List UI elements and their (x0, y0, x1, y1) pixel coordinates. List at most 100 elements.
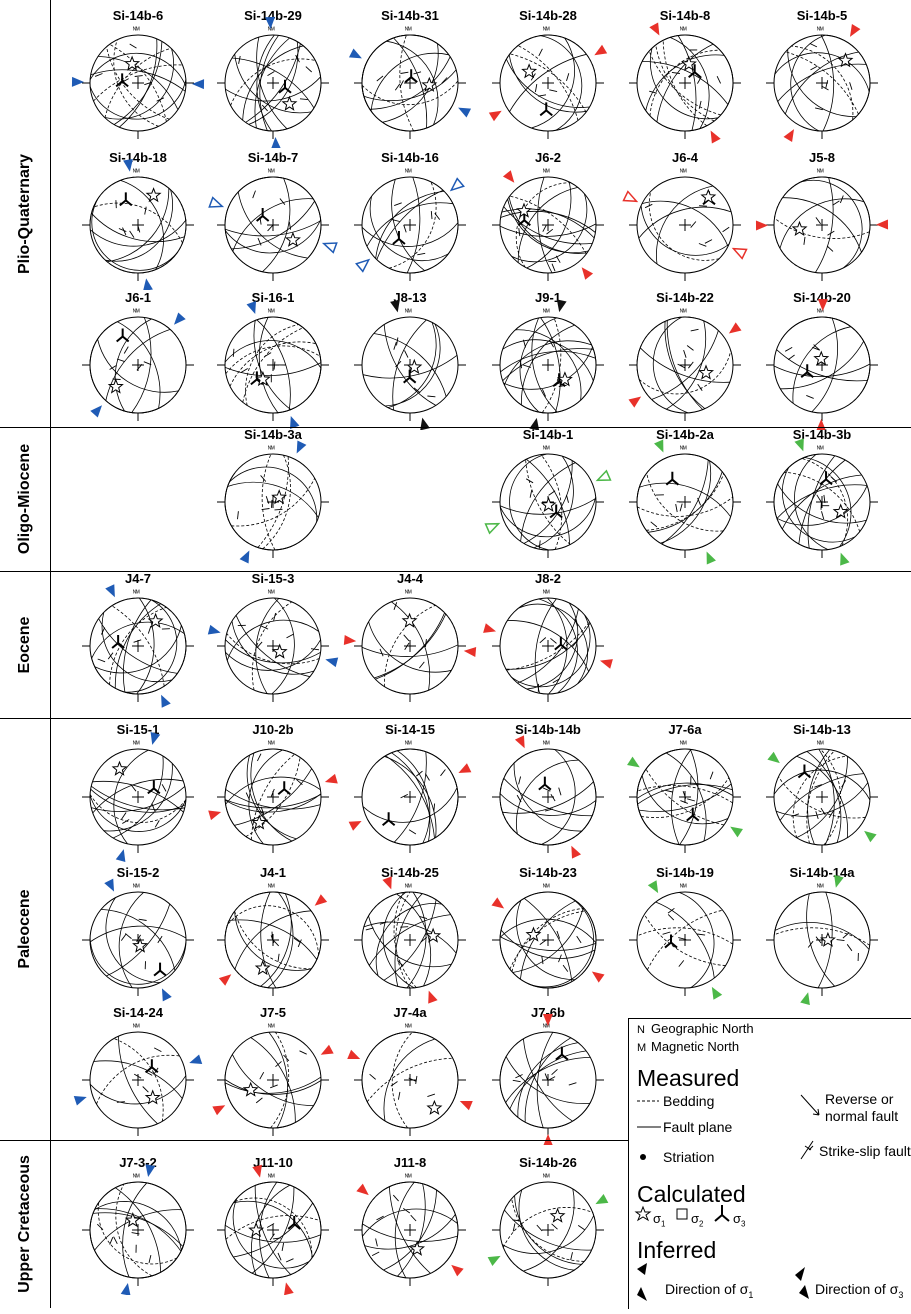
striation-arrow (684, 350, 687, 358)
striation-arrow (155, 820, 159, 827)
striation-arrow (148, 626, 151, 634)
striation-arrow (556, 256, 560, 263)
stress-direction-arrow (240, 551, 250, 564)
stereonet-svg: ᴺᴹ (615, 150, 755, 290)
north-marker-icon: ᴺᴹ (405, 741, 412, 748)
fault-plane (238, 177, 321, 257)
bedding-plane (649, 191, 719, 260)
north-marker-icon: ᴺᴹ (543, 741, 550, 748)
sigma1-star-icon (286, 233, 299, 246)
stress-direction-arrow (72, 77, 84, 87)
striation-arrow (376, 1239, 378, 1247)
fault-plane (500, 902, 577, 988)
striation-arrow (400, 927, 408, 928)
stress-direction-arrow (711, 131, 721, 144)
striation-arrow (262, 509, 270, 510)
striation-arrow (270, 1085, 278, 1088)
striation-arrow (837, 940, 845, 941)
striation-arrow (563, 965, 568, 972)
striation-arrow (804, 237, 805, 245)
striation-arrow (833, 201, 840, 205)
striation-arrow (282, 1243, 284, 1251)
north-marker-icon: ᴺᴹ (405, 1024, 412, 1031)
north-marker-icon: ᴺᴹ (405, 884, 412, 891)
striation-arrow (117, 1102, 125, 1103)
striation-arrow (270, 1234, 275, 1241)
stress-direction-arrow (489, 111, 502, 121)
sigma3-icon (405, 69, 417, 82)
striation-arrow (645, 204, 652, 207)
striation-arrow (122, 820, 129, 824)
stereonet-svg: ᴺᴹ (615, 865, 755, 1005)
striation-arrow (370, 1074, 376, 1079)
striation-arrow (668, 914, 674, 920)
stress-direction-arrow (840, 553, 849, 566)
stereonet-svg: ᴺᴹ (203, 865, 343, 1005)
stereonet-svg: ᴺᴹ (68, 1005, 208, 1145)
stereonet-svg: ᴺᴹ (203, 722, 343, 862)
striation-arrow (145, 207, 147, 215)
sigma1-star-icon (821, 933, 834, 946)
sigma1-star-icon (273, 491, 286, 504)
striation-arrow (154, 1048, 161, 1052)
striation-arrow (417, 253, 425, 255)
striation-arrow (665, 790, 673, 792)
legend-sigma3: σ3 (733, 1211, 745, 1229)
stress-direction-arrow (212, 1105, 225, 1115)
fault-plane (774, 892, 870, 941)
stress-direction-arrow (488, 1256, 501, 1266)
striation-arrow (822, 511, 824, 519)
striation-arrow (551, 794, 555, 801)
legend-striation: Striation (663, 1149, 714, 1165)
stress-direction-arrow (648, 880, 658, 893)
fault-plane (637, 477, 726, 550)
fault-plane (362, 59, 452, 131)
striation-arrow (256, 1098, 262, 1103)
striation-arrow (519, 228, 520, 236)
striation-arrow (409, 830, 416, 834)
striation-arrow (672, 72, 680, 73)
striation-arrow (416, 1076, 417, 1084)
stress-direction-arrow (627, 757, 640, 768)
stereonet-svg: ᴺᴹ (478, 8, 618, 148)
stress-direction-arrow (284, 1282, 294, 1295)
north-marker-icon: ᴺᴹ (817, 27, 824, 34)
legend-sigma1-direction-icon (637, 1263, 647, 1301)
north-marker-icon: ᴺᴹ (133, 169, 140, 176)
bedding-plane (500, 780, 593, 845)
striation-arrow (426, 639, 427, 647)
striation-arrow (431, 211, 432, 219)
fault-plane (512, 615, 591, 687)
striation-arrow (810, 43, 817, 47)
stress-direction-arrow (297, 440, 307, 453)
sigma3-icon (383, 812, 395, 825)
legend-measured-heading: Measured (637, 1065, 739, 1092)
north-marker-icon: ᴺᴹ (268, 590, 275, 597)
legend-geo-north: Geographic North (651, 1021, 754, 1036)
fault-plane (233, 1199, 309, 1269)
north-marker-icon: ᴺᴹ (817, 446, 824, 453)
stress-direction-arrow (800, 992, 810, 1005)
bedding-plane (637, 317, 712, 405)
stress-direction-arrow (464, 647, 476, 657)
striation-arrow (552, 264, 555, 271)
north-marker-icon: ᴺᴹ (543, 169, 550, 176)
stereonet-svg: ᴺᴹ (752, 150, 892, 290)
stereonet-svg: ᴺᴹ (68, 150, 208, 290)
striation-arrow (679, 960, 684, 966)
striation-arrow (435, 213, 440, 219)
striation-arrow (699, 244, 706, 247)
north-marker-icon: ᴺᴹ (405, 1174, 412, 1181)
